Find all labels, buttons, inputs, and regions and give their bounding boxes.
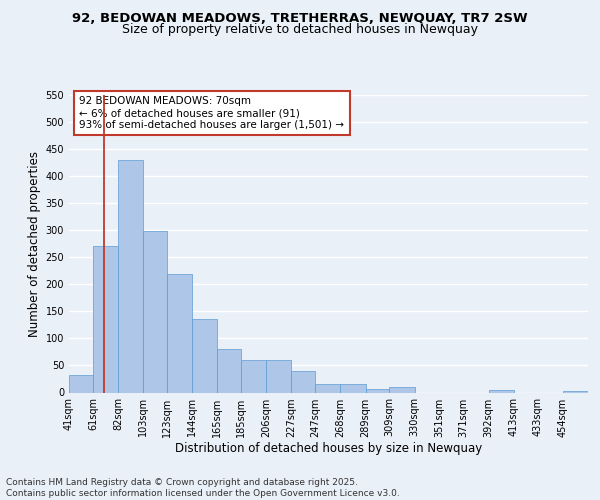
Text: Contains HM Land Registry data © Crown copyright and database right 2025.
Contai: Contains HM Land Registry data © Crown c… — [6, 478, 400, 498]
Bar — [563, 391, 588, 392]
Bar — [340, 384, 365, 392]
Text: 92, BEDOWAN MEADOWS, TRETHERRAS, NEWQUAY, TR7 2SW: 92, BEDOWAN MEADOWS, TRETHERRAS, NEWQUAY… — [72, 12, 528, 26]
Bar — [167, 274, 192, 392]
Bar — [241, 360, 266, 392]
Bar — [316, 384, 340, 392]
Bar — [217, 349, 241, 393]
Bar — [93, 246, 118, 392]
Bar — [266, 360, 292, 392]
Bar — [389, 387, 415, 392]
Bar — [292, 371, 316, 392]
X-axis label: Distribution of detached houses by size in Newquay: Distribution of detached houses by size … — [175, 442, 482, 456]
Bar — [143, 232, 167, 392]
Text: 92 BEDOWAN MEADOWS: 70sqm
← 6% of detached houses are smaller (91)
93% of semi-d: 92 BEDOWAN MEADOWS: 70sqm ← 6% of detach… — [79, 96, 344, 130]
Bar — [365, 388, 389, 392]
Bar — [489, 390, 514, 392]
Y-axis label: Number of detached properties: Number of detached properties — [28, 151, 41, 337]
Text: Size of property relative to detached houses in Newquay: Size of property relative to detached ho… — [122, 24, 478, 36]
Bar — [118, 160, 143, 392]
Bar — [192, 320, 217, 392]
Bar — [69, 375, 93, 392]
